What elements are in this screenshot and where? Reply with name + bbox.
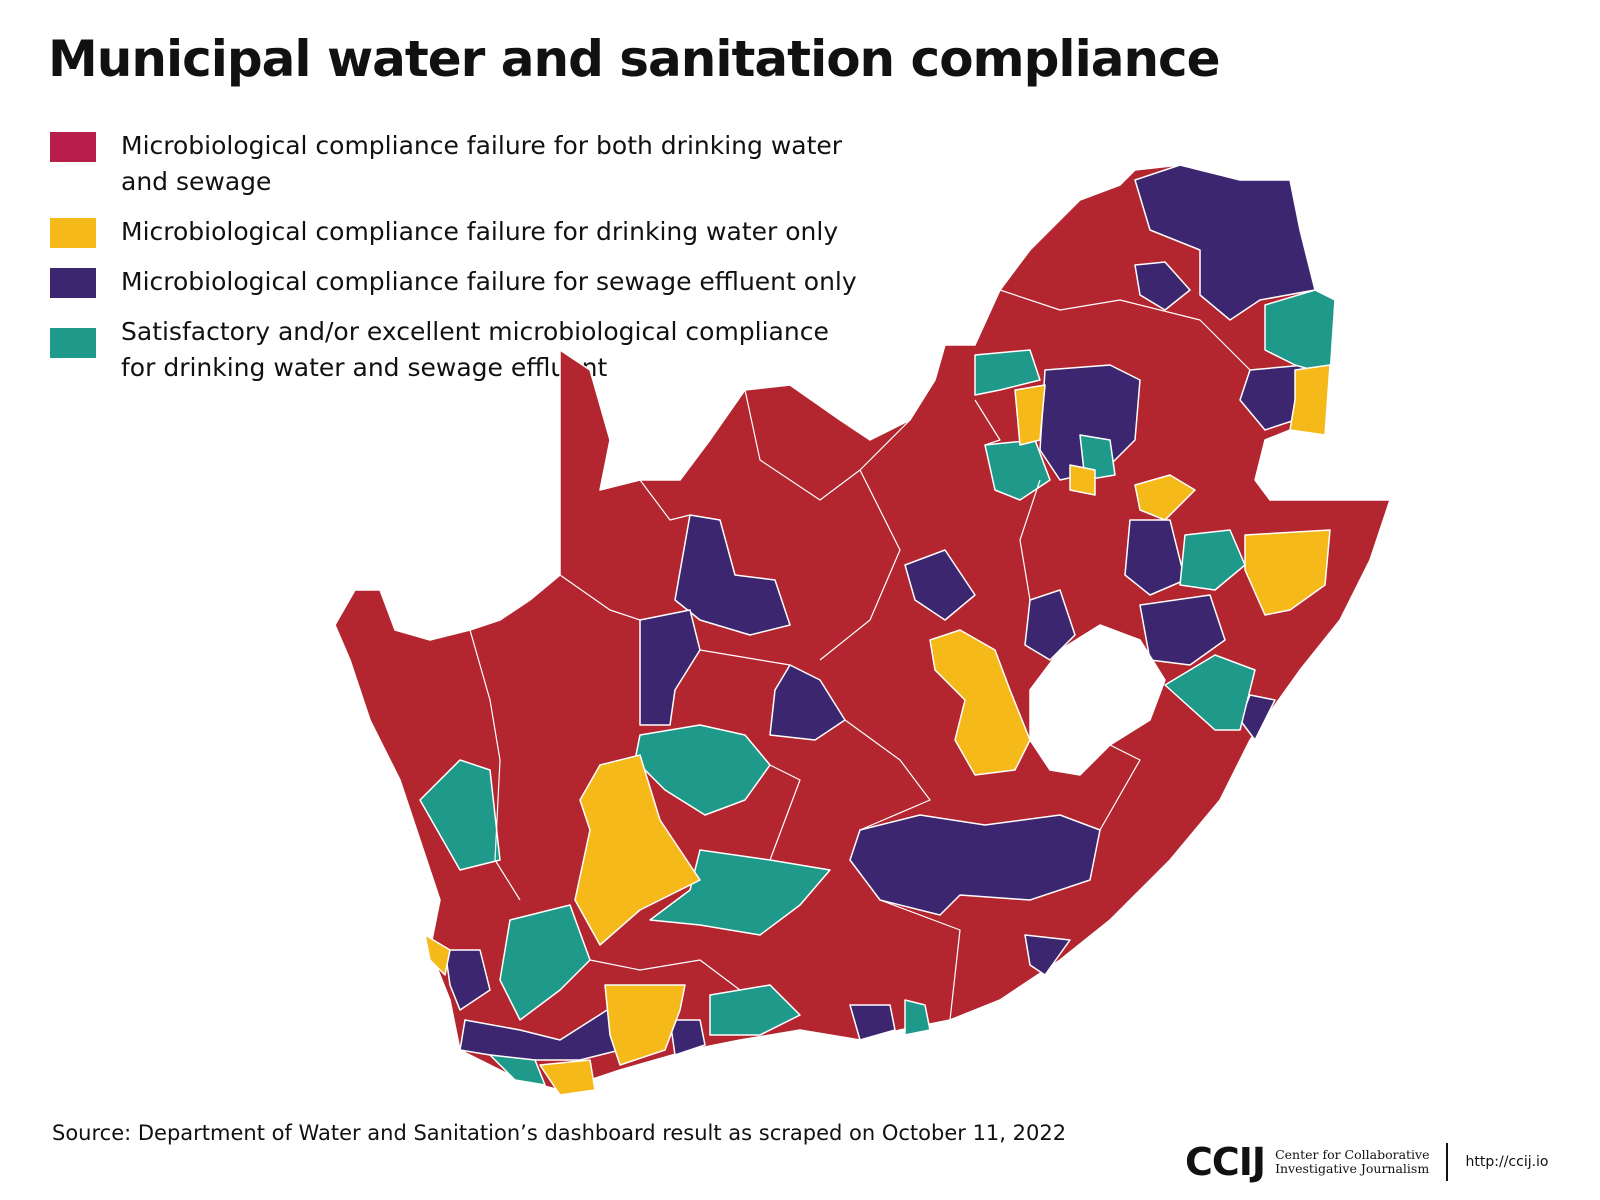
region-drinking (604, 984, 686, 1066)
region-sewage (1024, 934, 1071, 976)
region-sewage (849, 814, 1101, 916)
region-satisfactory (709, 984, 801, 1036)
region-drinking (1069, 464, 1096, 496)
legend-swatch-teal (50, 328, 96, 358)
region-sewage (1039, 364, 1141, 481)
legend-swatch-yellow (50, 218, 96, 248)
ccij-logo: CCIJ Center for Collaborative Investigat… (1185, 1140, 1549, 1184)
region-sewage (1024, 589, 1076, 661)
legend-label: Microbiological compliance failure for s… (121, 267, 857, 296)
org-line-2: Investigative Journalism (1275, 1161, 1430, 1176)
source-note: Source: Department of Water and Sanitati… (52, 1121, 1067, 1145)
legend-label: Microbiological compliance failure for b… (121, 131, 843, 196)
region-drinking (1244, 529, 1331, 616)
municipal-boundaries (469, 289, 1251, 1021)
region-satisfactory (904, 999, 931, 1036)
region-drinking (1134, 474, 1196, 521)
legend-label: Satisfactory and/or excellent microbiolo… (121, 317, 829, 382)
logo-mark: CCIJ (1185, 1140, 1266, 1184)
legend-item-drinking: Microbiological compliance failure for d… (50, 214, 881, 250)
region-sewage (769, 664, 846, 741)
legend-item-satisfactory: Satisfactory and/or excellent microbiolo… (50, 314, 881, 386)
region-sewage (639, 609, 701, 726)
logo-org-name: Center for Collaborative Investigative J… (1275, 1148, 1429, 1176)
region-drinking (539, 1059, 596, 1096)
region-drinking (424, 934, 451, 976)
legend-label: Microbiological compliance failure for d… (121, 217, 839, 246)
region-satisfactory (489, 1054, 546, 1086)
region-satisfactory (419, 759, 501, 871)
region-sewage (1139, 594, 1226, 666)
region-satisfactory (499, 904, 591, 1021)
region-drinking (929, 629, 1031, 776)
region-sewage (669, 1019, 706, 1056)
org-line-1: Center for Collaborative (1275, 1147, 1430, 1162)
region-satisfactory (974, 349, 1041, 396)
lesotho-blank (1029, 624, 1166, 776)
legend-item-both: Microbiological compliance failure for b… (50, 128, 881, 200)
region-satisfactory (1179, 529, 1246, 591)
region-sewage (444, 949, 491, 1011)
region-sewage (904, 549, 976, 621)
legend-item-sewage: Microbiological compliance failure for s… (50, 264, 881, 300)
legend-swatch-purple (50, 268, 96, 298)
legend-swatch-red (50, 132, 96, 162)
page-title: Municipal water and sanitation complianc… (48, 30, 1221, 88)
region-sewage (849, 1004, 896, 1041)
region-sewage (1134, 261, 1191, 311)
legend: Microbiological compliance failure for b… (50, 128, 881, 400)
region-satisfactory (1164, 654, 1256, 731)
region-sewage (674, 514, 791, 636)
website-link[interactable]: http://ccij.io (1465, 1154, 1549, 1170)
region-drinking (1014, 384, 1046, 446)
divider (1445, 1143, 1448, 1181)
region-sewage (1134, 164, 1316, 321)
region-drinking (574, 754, 701, 946)
region-drinking (1289, 364, 1331, 436)
region-sewage (459, 1004, 621, 1061)
